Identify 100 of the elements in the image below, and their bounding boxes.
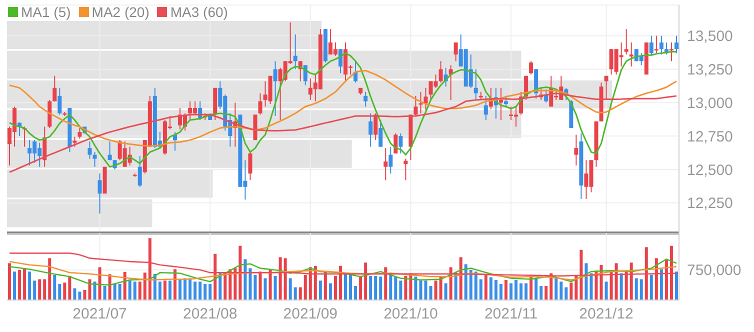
x-tick-label: 2021/09 bbox=[283, 306, 338, 323]
line-series bbox=[8, 70, 678, 147]
bar bbox=[379, 276, 382, 300]
bar bbox=[274, 276, 277, 300]
bar bbox=[53, 274, 56, 300]
candlestick bbox=[394, 132, 398, 154]
bar bbox=[188, 278, 192, 300]
bar bbox=[254, 274, 257, 300]
bar bbox=[534, 278, 538, 300]
bar bbox=[88, 279, 92, 300]
candlestick bbox=[88, 140, 92, 160]
bar bbox=[103, 286, 106, 300]
bar bbox=[118, 284, 122, 300]
candlestick bbox=[629, 42, 634, 68]
bar bbox=[374, 276, 378, 300]
bar bbox=[414, 276, 418, 300]
candlestick bbox=[624, 28, 628, 55]
bar bbox=[359, 276, 362, 300]
bar bbox=[294, 287, 297, 300]
bar bbox=[158, 282, 162, 300]
bar bbox=[524, 283, 528, 300]
candlestick bbox=[398, 132, 403, 154]
bar bbox=[38, 279, 42, 300]
bar bbox=[650, 274, 653, 300]
bar bbox=[464, 264, 468, 300]
bar bbox=[444, 283, 448, 300]
y-tick-label: 13,250 bbox=[687, 62, 733, 79]
bar bbox=[98, 267, 102, 300]
bar bbox=[108, 274, 112, 300]
legend-label: MA2 (20) bbox=[92, 4, 150, 20]
y-tick-label: 13,000 bbox=[687, 94, 733, 112]
candlestick bbox=[293, 34, 298, 70]
bar bbox=[394, 276, 398, 300]
bar bbox=[128, 280, 132, 300]
candlestick bbox=[72, 136, 77, 148]
candlestick bbox=[438, 60, 443, 84]
bar bbox=[133, 282, 136, 300]
bar bbox=[349, 274, 352, 300]
bar bbox=[570, 282, 573, 300]
candlestick bbox=[374, 112, 378, 141]
candlestick bbox=[574, 134, 578, 166]
bar bbox=[288, 278, 292, 300]
candlestick bbox=[378, 120, 383, 148]
bar bbox=[73, 288, 76, 300]
candlestick bbox=[659, 35, 664, 55]
candlestick bbox=[258, 92, 262, 116]
bar bbox=[13, 272, 16, 300]
bar bbox=[18, 270, 22, 300]
candlestick bbox=[52, 75, 57, 102]
bar bbox=[489, 277, 492, 300]
bar bbox=[208, 284, 212, 300]
bar bbox=[604, 282, 608, 300]
bar bbox=[540, 286, 543, 300]
bar bbox=[168, 280, 172, 300]
bar bbox=[63, 282, 66, 300]
bar bbox=[93, 282, 96, 300]
x-tick-label: 2021/07 bbox=[72, 306, 127, 323]
bar bbox=[399, 280, 402, 300]
candlestick bbox=[78, 128, 82, 140]
candlestick bbox=[368, 112, 373, 148]
candlestick bbox=[58, 87, 62, 116]
bar bbox=[584, 263, 588, 300]
bar bbox=[640, 279, 643, 300]
x-tick-label: 2021/12 bbox=[579, 306, 634, 323]
candlestick bbox=[474, 68, 478, 100]
bar bbox=[554, 278, 558, 300]
bar bbox=[660, 269, 663, 300]
bar bbox=[354, 286, 358, 300]
bar bbox=[298, 287, 302, 300]
bar bbox=[369, 276, 372, 300]
bar bbox=[8, 263, 11, 300]
bar bbox=[68, 276, 72, 300]
bar bbox=[590, 273, 593, 300]
bar bbox=[33, 280, 36, 300]
bar bbox=[520, 283, 523, 300]
y-tick-label: 750,000 bbox=[687, 262, 742, 280]
bar bbox=[474, 272, 478, 300]
candlestick bbox=[424, 87, 428, 110]
candlestick bbox=[484, 95, 488, 121]
candlestick bbox=[674, 35, 678, 54]
candlestick bbox=[669, 42, 674, 62]
candlestick bbox=[529, 60, 534, 76]
y-tick-label: 12,750 bbox=[687, 128, 733, 146]
bar bbox=[434, 280, 438, 300]
candlestick bbox=[364, 91, 368, 108]
bar bbox=[560, 282, 563, 300]
bar bbox=[244, 259, 247, 300]
y-tick-label: 12,500 bbox=[687, 162, 733, 179]
candlestick bbox=[384, 148, 388, 181]
bar bbox=[504, 280, 508, 300]
bar bbox=[28, 272, 32, 300]
bar bbox=[184, 278, 187, 300]
candlestick bbox=[248, 152, 252, 181]
bar bbox=[544, 286, 548, 300]
legend-label: MA1 (5) bbox=[21, 4, 71, 20]
bar bbox=[264, 278, 267, 300]
legend-label: MA3 (60) bbox=[170, 4, 228, 20]
bar bbox=[43, 279, 46, 300]
bar bbox=[58, 284, 62, 300]
candlestick bbox=[414, 95, 418, 116]
